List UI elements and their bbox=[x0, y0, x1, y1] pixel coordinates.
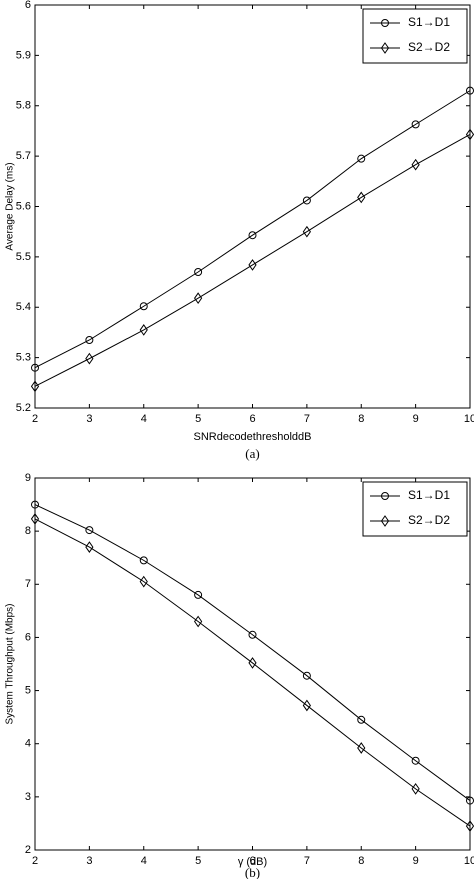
legend-label: S1→D1 bbox=[408, 15, 450, 29]
marker bbox=[248, 259, 257, 271]
marker bbox=[85, 335, 94, 344]
y-tick-label: 5.2 bbox=[16, 402, 31, 414]
marker bbox=[411, 783, 420, 795]
legend-box bbox=[362, 8, 468, 64]
marker bbox=[411, 120, 420, 129]
marker bbox=[194, 292, 203, 305]
legend-label: S2→D2 bbox=[408, 40, 450, 54]
marker bbox=[357, 742, 366, 754]
marker bbox=[30, 513, 40, 525]
x-tick-label: 2 bbox=[32, 413, 38, 425]
marker bbox=[302, 699, 311, 712]
series-line bbox=[34, 518, 471, 827]
y-tick-label: 5.8 bbox=[16, 100, 31, 112]
marker bbox=[357, 154, 366, 163]
caption: (b) bbox=[245, 865, 260, 879]
x-tick-label: 6 bbox=[249, 413, 255, 425]
marker bbox=[380, 515, 390, 527]
marker bbox=[85, 541, 94, 553]
x-tick-label: 2 bbox=[32, 855, 38, 867]
series-line bbox=[34, 90, 471, 369]
y-axis-label: Average Delay (ms) bbox=[5, 162, 16, 250]
marker bbox=[302, 225, 311, 238]
x-tick-label: 3 bbox=[86, 855, 92, 867]
x-tick-label: 6 bbox=[249, 855, 255, 867]
y-tick-label: 5.3 bbox=[16, 352, 31, 364]
x-tick-label: 9 bbox=[413, 855, 419, 867]
marker bbox=[381, 492, 389, 500]
y-tick-label: 9 bbox=[25, 472, 31, 484]
caption: (a) bbox=[245, 446, 259, 461]
marker bbox=[380, 42, 390, 54]
x-axis-label: γ (dB) bbox=[238, 856, 267, 868]
marker bbox=[302, 671, 311, 680]
marker bbox=[465, 820, 474, 832]
marker bbox=[85, 526, 94, 535]
y-tick-label: 8 bbox=[25, 525, 31, 537]
marker bbox=[302, 196, 311, 205]
y-tick-label: 5.9 bbox=[16, 49, 31, 61]
marker bbox=[194, 590, 203, 599]
x-axis-label: SNRdecodethresholddB bbox=[193, 431, 311, 443]
series-line bbox=[34, 504, 471, 801]
marker bbox=[248, 231, 257, 240]
marker bbox=[31, 363, 39, 372]
x-tick-label: 4 bbox=[141, 855, 147, 867]
marker bbox=[411, 756, 420, 765]
marker bbox=[85, 352, 94, 365]
marker bbox=[139, 556, 148, 565]
x-tick-label: 8 bbox=[358, 855, 364, 867]
y-tick-label: 7 bbox=[25, 578, 31, 590]
x-tick-label: 5 bbox=[195, 855, 201, 867]
y-tick-label: 6 bbox=[25, 0, 31, 11]
marker bbox=[194, 615, 203, 628]
legend-box bbox=[362, 481, 468, 537]
series-line bbox=[34, 134, 471, 387]
y-tick-label: 5.7 bbox=[16, 150, 31, 162]
x-tick-label: 9 bbox=[413, 413, 419, 425]
x-tick-label: 3 bbox=[86, 413, 92, 425]
y-tick-label: 2 bbox=[25, 844, 31, 856]
y-tick-label: 4 bbox=[25, 738, 31, 750]
marker bbox=[357, 191, 366, 204]
y-tick-label: 5.6 bbox=[16, 200, 31, 212]
marker bbox=[357, 715, 366, 724]
legend-label: S1→D1 bbox=[408, 488, 450, 502]
y-tick-label: 3 bbox=[25, 791, 31, 803]
marker bbox=[30, 380, 40, 393]
y-axis-label: System Throughput (Mbps) bbox=[5, 604, 16, 725]
y-tick-label: 5.4 bbox=[16, 301, 31, 313]
y-tick-label: 5 bbox=[25, 684, 31, 696]
y-tick-label: 5.5 bbox=[16, 251, 31, 263]
x-tick-label: 7 bbox=[304, 855, 310, 867]
x-tick-label: 10 bbox=[464, 855, 474, 867]
x-tick-label: 4 bbox=[141, 413, 147, 425]
marker bbox=[139, 575, 148, 588]
marker bbox=[381, 19, 389, 27]
x-tick-label: 5 bbox=[195, 413, 201, 425]
marker bbox=[194, 267, 203, 276]
marker bbox=[465, 128, 474, 141]
x-tick-label: 7 bbox=[304, 413, 310, 425]
x-tick-label: 8 bbox=[358, 413, 364, 425]
x-tick-label: 10 bbox=[464, 413, 474, 425]
marker bbox=[411, 158, 420, 171]
marker bbox=[139, 302, 148, 311]
y-tick-label: 6 bbox=[25, 631, 31, 643]
marker bbox=[31, 500, 39, 509]
plot-frame bbox=[34, 4, 471, 409]
marker bbox=[248, 630, 257, 639]
legend-label: S2→D2 bbox=[408, 513, 450, 527]
marker bbox=[248, 657, 257, 669]
marker bbox=[139, 324, 148, 336]
